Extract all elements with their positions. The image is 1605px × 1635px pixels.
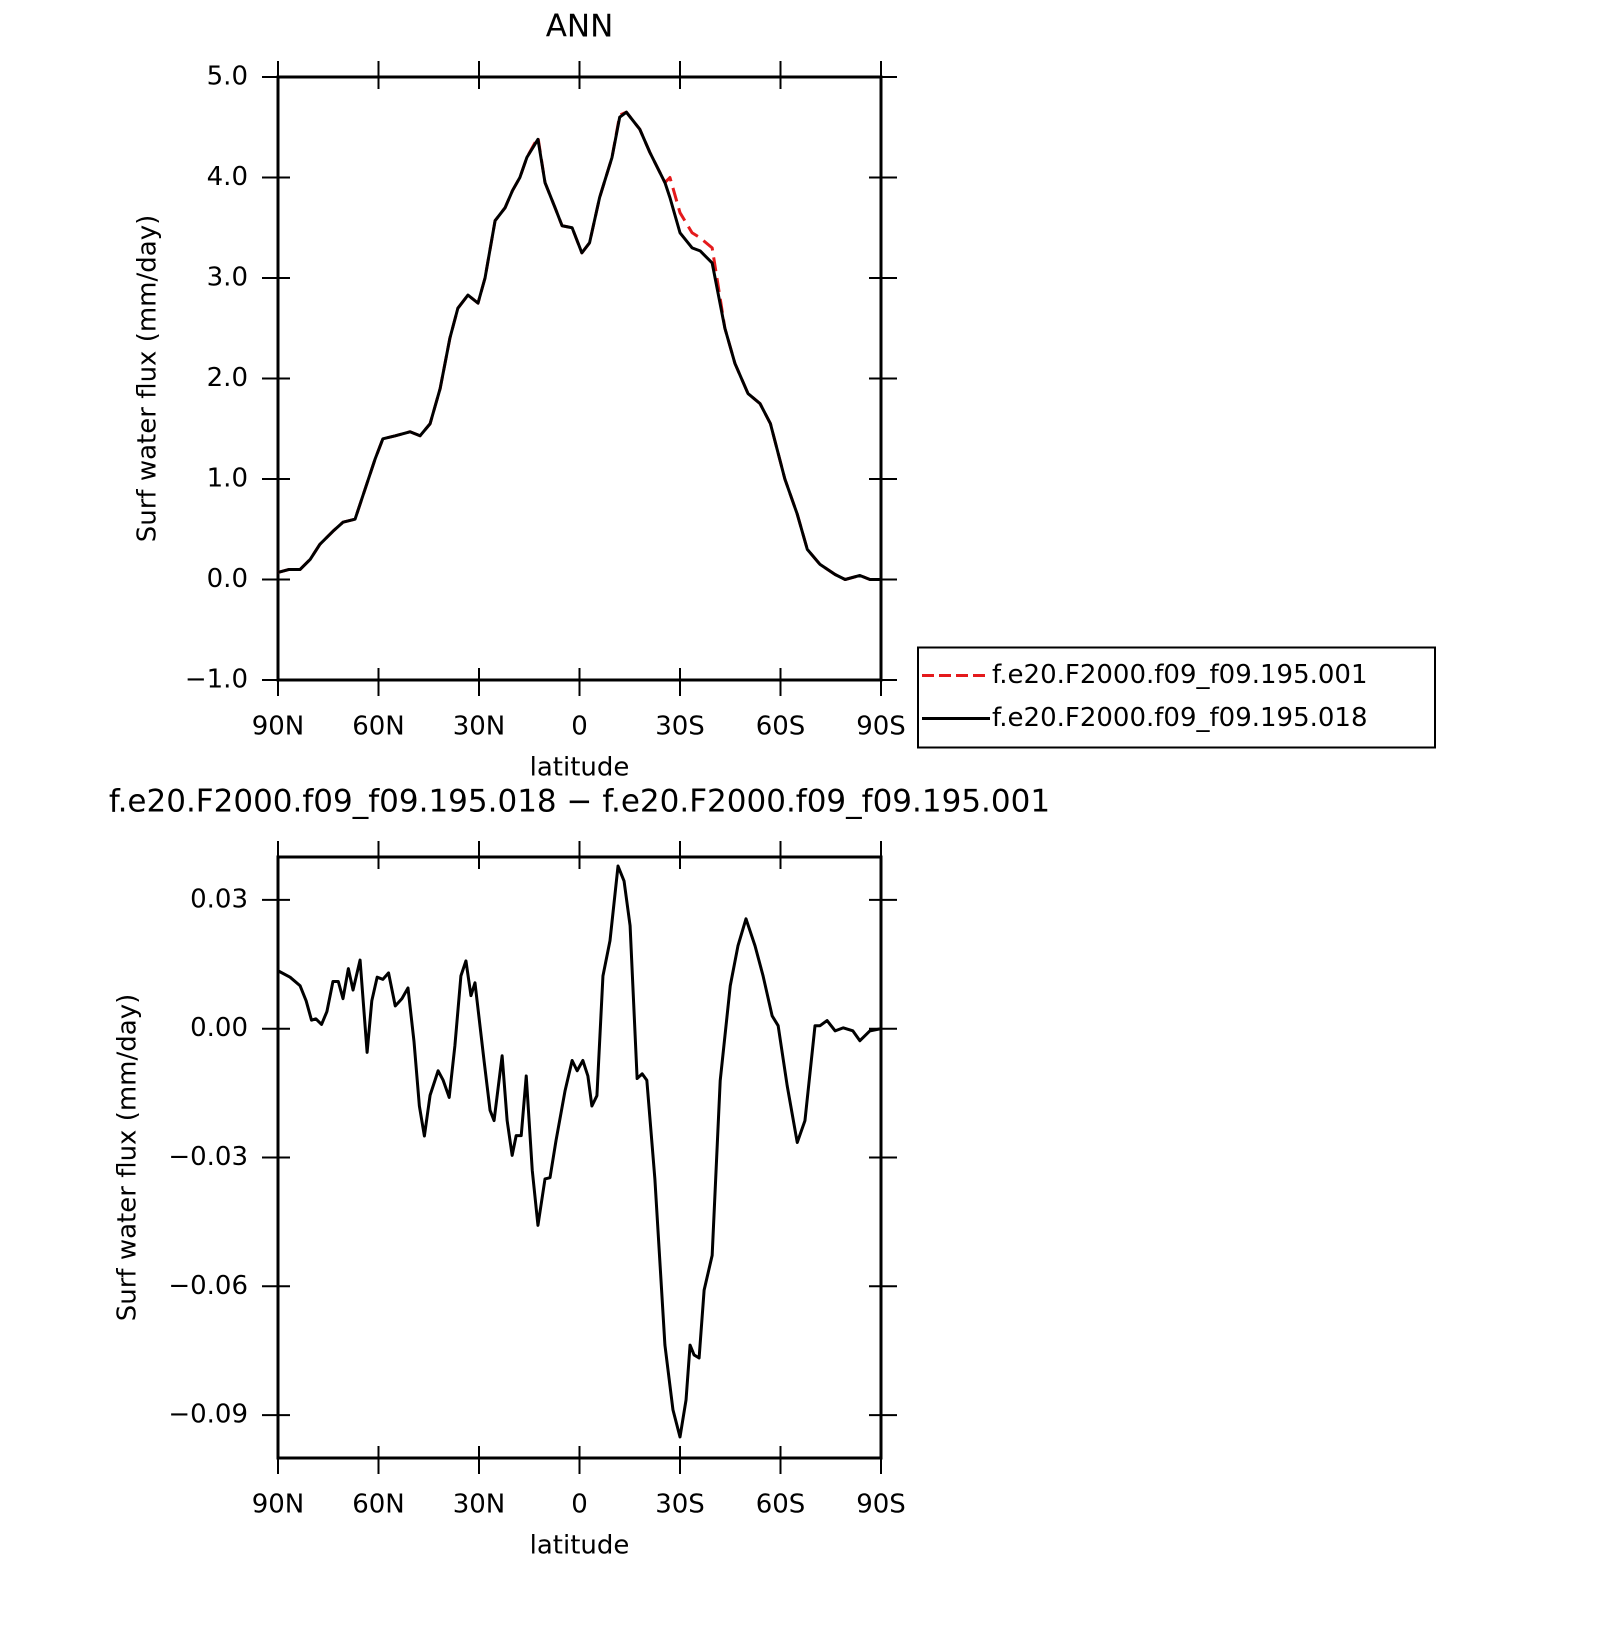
y-tick-label: −0.06 xyxy=(168,1271,248,1301)
y-tick-label: −0.03 xyxy=(168,1142,248,1172)
y-tick-label: −1.0 xyxy=(185,665,248,695)
y-tick-label: 0.00 xyxy=(190,1013,248,1043)
x-tick-label: 30N xyxy=(453,1490,506,1520)
legend-label: f.e20.F2000.f09_f09.195.001 xyxy=(992,660,1368,690)
y-axis-label: Surf water flux (mm/day) xyxy=(133,215,163,542)
plot-frame xyxy=(276,75,883,682)
x-tick-label: 30S xyxy=(655,1490,705,1520)
y-tick-label: 0.03 xyxy=(190,884,248,914)
x-tick-label: 30S xyxy=(655,712,705,742)
chart-title: f.e20.F2000.f09_f09.195.018 − f.e20.F200… xyxy=(109,784,1050,820)
data-line xyxy=(277,110,881,581)
x-tick-label: 60N xyxy=(352,1490,405,1520)
x-axis-label: latitude xyxy=(530,1531,630,1561)
x-tick-label: 30N xyxy=(453,712,506,742)
y-tick-label: 4.0 xyxy=(207,162,248,192)
x-tick-label: 90N xyxy=(252,712,305,742)
x-tick-label: 0 xyxy=(571,1490,588,1520)
x-tick-label: 90S xyxy=(856,712,906,742)
x-tick-label: 60N xyxy=(352,712,405,742)
y-tick-label: −0.09 xyxy=(168,1400,248,1430)
chart-title: ANN xyxy=(546,9,614,45)
y-tick-label: 1.0 xyxy=(207,464,248,494)
x-tick-label: 60S xyxy=(756,1490,806,1520)
y-tick-label: 5.0 xyxy=(207,62,248,92)
y-axis-label: Surf water flux (mm/day) xyxy=(113,994,143,1321)
x-axis-label: latitude xyxy=(530,753,630,783)
x-tick-label: 90S xyxy=(856,1490,906,1520)
y-tick-label: 0.0 xyxy=(207,564,248,594)
y-tick-label: 2.0 xyxy=(207,363,248,393)
legend-box xyxy=(917,646,1436,749)
x-tick-label: 0 xyxy=(571,712,588,742)
data-line xyxy=(277,864,882,1439)
data-line xyxy=(277,110,881,581)
y-tick-label: 3.0 xyxy=(207,263,248,293)
legend-label: f.e20.F2000.f09_f09.195.018 xyxy=(992,703,1368,733)
plot-frame xyxy=(276,855,883,1460)
x-tick-label: 90N xyxy=(252,1490,305,1520)
x-tick-label: 60S xyxy=(756,712,806,742)
